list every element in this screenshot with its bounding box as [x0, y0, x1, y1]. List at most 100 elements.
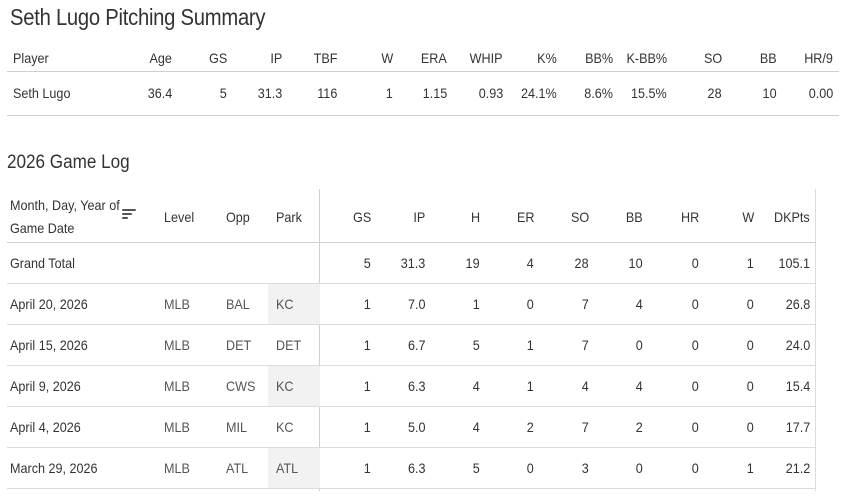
game-h: 4 — [472, 419, 480, 435]
header-era[interactable]: ERA — [421, 50, 447, 66]
table-right-edge — [815, 189, 816, 491]
game-w: 1 — [746, 460, 754, 476]
game-hr: 0 — [691, 337, 699, 353]
header-so[interactable]: SO — [570, 209, 589, 225]
game-date[interactable]: March 29, 2026 — [10, 460, 98, 476]
table-row: April 9, 2026 MLB CWS KC 1 6.3 4 1 4 4 0… — [7, 366, 816, 407]
game-log-header-row: Month, Day, Year of Game Date Level Opp … — [7, 189, 816, 243]
game-log-title: 2026 Game Log — [7, 152, 130, 173]
game-date[interactable]: April 15, 2026 — [10, 337, 88, 353]
total-gs: 5 — [363, 255, 371, 271]
header-date-line1[interactable]: Month, Day, Year of — [10, 197, 120, 213]
header-w[interactable]: W — [742, 209, 754, 225]
gs-value: 5 — [219, 85, 227, 101]
header-age[interactable]: Age — [149, 50, 172, 66]
total-er: 4 — [526, 255, 534, 271]
header-so[interactable]: SO — [703, 50, 722, 66]
game-ip: 6.3 — [407, 378, 425, 394]
header-gs[interactable]: GS — [352, 209, 371, 225]
game-w: 0 — [746, 337, 754, 353]
game-gs: 1 — [363, 296, 371, 312]
header-ip[interactable]: IP — [413, 209, 425, 225]
header-k-bb-pct[interactable]: K-BB% — [626, 50, 667, 66]
table-row: April 15, 2026 MLB DET DET 1 6.7 5 1 7 0… — [7, 325, 816, 366]
age-value: 36.4 — [147, 85, 172, 101]
game-dkpts: 24.0 — [785, 337, 810, 353]
header-dkpts[interactable]: DKPts — [774, 209, 810, 225]
game-ip: 6.3 — [407, 460, 425, 476]
game-level: MLB — [164, 419, 190, 435]
game-log-table: Month, Day, Year of Game Date Level Opp … — [7, 189, 816, 491]
game-gs: 1 — [363, 337, 371, 353]
summary-table: Player Age GS IP TBF W ERA WHIP K% BB% K… — [7, 45, 839, 116]
game-h: 5 — [472, 337, 480, 353]
sort-icon[interactable] — [122, 209, 136, 221]
park-cell-bg — [268, 366, 320, 406]
game-date[interactable]: April 4, 2026 — [10, 419, 81, 435]
game-dkpts: 21.2 — [785, 460, 810, 476]
game-dkpts: 17.7 — [785, 419, 810, 435]
game-er: 2 — [526, 419, 534, 435]
column-divider — [319, 189, 320, 491]
header-gs[interactable]: GS — [208, 50, 227, 66]
game-ip: 6.7 — [407, 337, 425, 353]
header-hr9[interactable]: HR/9 — [804, 50, 833, 66]
player-name[interactable]: Seth Lugo — [13, 85, 71, 101]
game-w: 0 — [746, 378, 754, 394]
game-h: 5 — [472, 460, 480, 476]
header-park[interactable]: Park — [276, 209, 302, 225]
summary-header-row: Player Age GS IP TBF W ERA WHIP K% BB% K… — [7, 45, 839, 72]
game-date[interactable]: April 9, 2026 — [10, 378, 81, 394]
header-bb-pct[interactable]: BB% — [584, 50, 613, 66]
header-level[interactable]: Level — [164, 209, 195, 225]
total-so: 28 — [574, 255, 589, 271]
game-opp: MIL — [226, 419, 248, 435]
era-value: 1.15 — [422, 85, 447, 101]
header-player[interactable]: Player — [13, 50, 49, 66]
header-k-pct[interactable]: K% — [537, 50, 557, 66]
whip-value: 0.93 — [478, 85, 503, 101]
total-dkpts: 105.1 — [778, 255, 810, 271]
header-whip[interactable]: WHIP — [470, 50, 503, 66]
table-row: April 4, 2026 MLB MIL KC 1 5.0 4 2 7 2 0… — [7, 407, 816, 448]
game-gs: 1 — [363, 419, 371, 435]
header-opp[interactable]: Opp — [226, 209, 250, 225]
game-w: 0 — [746, 419, 754, 435]
game-gs: 1 — [363, 460, 371, 476]
w-value: 1 — [385, 85, 393, 101]
header-er[interactable]: ER — [516, 209, 534, 225]
header-hr[interactable]: HR — [680, 209, 699, 225]
game-so: 4 — [581, 378, 589, 394]
summary-data-row: Seth Lugo 36.4 5 31.3 116 1 1.15 0.93 24… — [7, 72, 839, 116]
ip-value: 31.3 — [257, 85, 282, 101]
header-h[interactable]: H — [470, 209, 480, 225]
header-bb[interactable]: BB — [760, 50, 777, 66]
game-park: KC — [276, 378, 294, 394]
game-bb: 0 — [635, 460, 643, 476]
header-w[interactable]: W — [381, 50, 393, 66]
game-park: ATL — [276, 460, 299, 476]
hr9-value: 0.00 — [808, 85, 833, 101]
game-date[interactable]: April 20, 2026 — [10, 296, 88, 312]
game-gs: 1 — [363, 378, 371, 394]
game-er: 0 — [526, 296, 534, 312]
park-cell-bg — [268, 448, 320, 488]
header-tbf[interactable]: TBF — [313, 50, 337, 66]
game-so: 3 — [581, 460, 589, 476]
header-bb[interactable]: BB — [626, 209, 643, 225]
grand-total-label: Grand Total — [10, 255, 75, 271]
game-so: 7 — [581, 337, 589, 353]
header-date-line2[interactable]: Game Date — [10, 220, 75, 236]
bb-value: 10 — [762, 85, 777, 101]
park-cell-bg — [268, 284, 320, 324]
game-er: 1 — [526, 378, 534, 394]
game-ip: 5.0 — [407, 419, 425, 435]
game-opp: CWS — [226, 378, 256, 394]
game-h: 4 — [472, 378, 480, 394]
game-hr: 0 — [691, 378, 699, 394]
total-bb: 10 — [628, 255, 643, 271]
game-opp: DET — [226, 337, 252, 353]
header-ip[interactable]: IP — [270, 50, 282, 66]
so-value: 28 — [707, 85, 722, 101]
game-level: MLB — [164, 337, 190, 353]
